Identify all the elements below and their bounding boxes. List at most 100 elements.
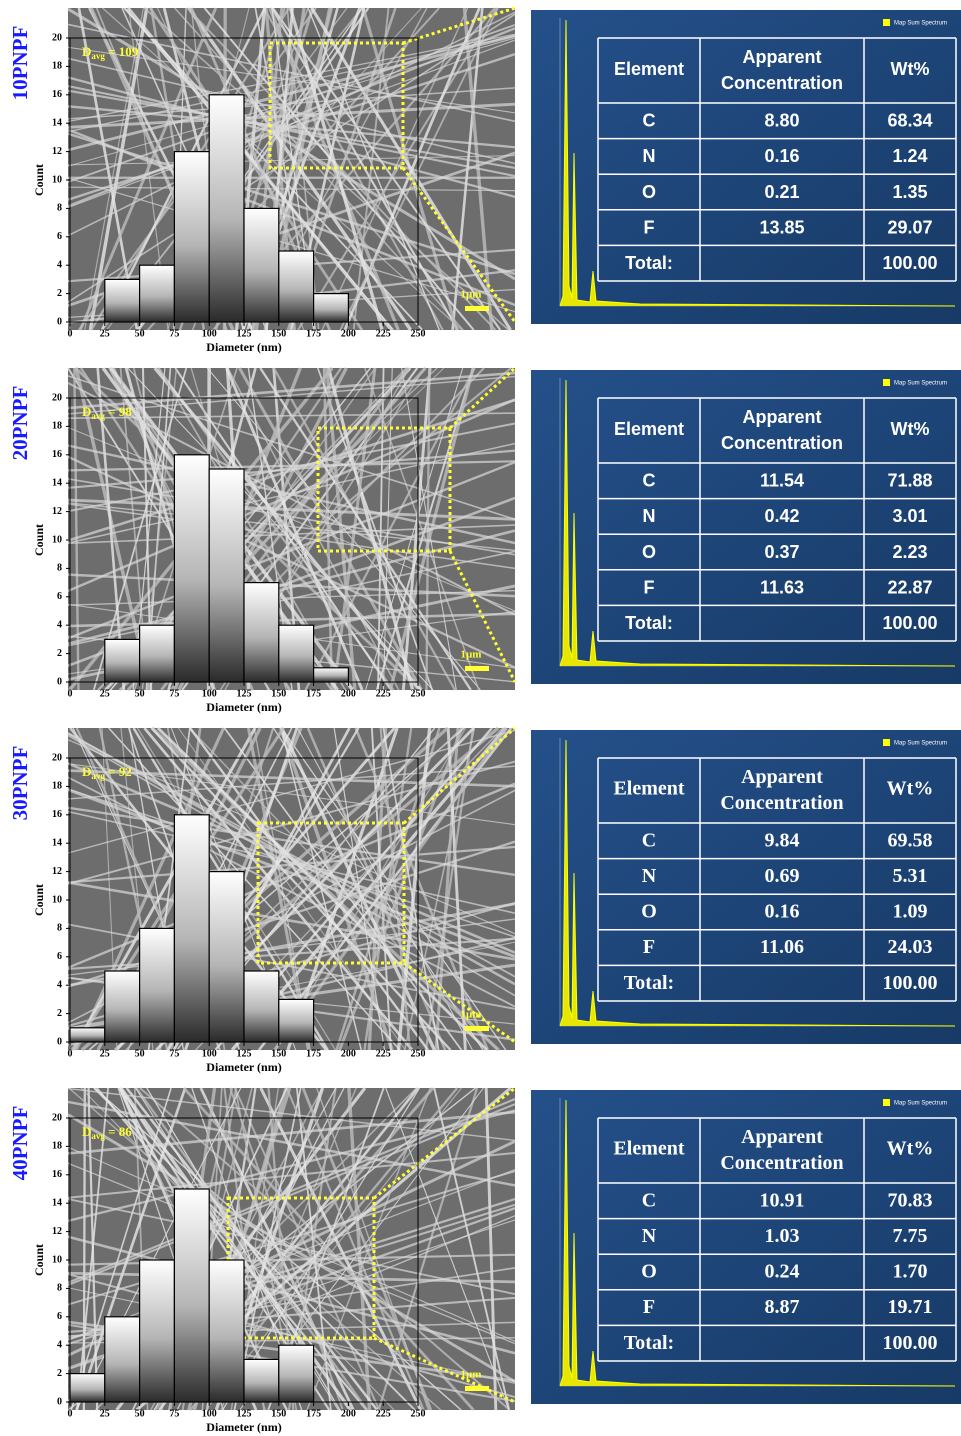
table-cell: N bbox=[642, 865, 657, 887]
panel-label: 20PNPF bbox=[8, 386, 32, 461]
y-tick-label: 10 bbox=[52, 534, 62, 545]
bar bbox=[140, 1260, 175, 1402]
x-tick-label: 0 bbox=[68, 1408, 73, 1419]
y-tick-label: 8 bbox=[57, 563, 62, 574]
table-cell: 0.42 bbox=[764, 506, 799, 526]
x-tick-label: 100 bbox=[202, 1048, 217, 1059]
panel-label: 30PNPF bbox=[8, 746, 32, 821]
table-cell: O bbox=[641, 1261, 657, 1283]
y-tick-label: 10 bbox=[52, 1254, 62, 1265]
y-tick-label: 2 bbox=[57, 648, 62, 659]
y-tick-label: 20 bbox=[52, 392, 62, 403]
bar bbox=[314, 294, 349, 322]
annotation-rest: = 109 bbox=[105, 44, 139, 59]
table-cell: 3.01 bbox=[892, 506, 927, 526]
x-tick-label: 175 bbox=[306, 1408, 321, 1419]
table-cell: 71.88 bbox=[887, 471, 932, 491]
bar bbox=[174, 152, 209, 322]
bar bbox=[140, 928, 175, 1042]
table-cell: 0.16 bbox=[764, 146, 799, 166]
annotation: Davg = 92 bbox=[82, 764, 132, 781]
y-tick-label: 20 bbox=[52, 752, 62, 763]
x-axis-title: Diameter (nm) bbox=[206, 1060, 281, 1074]
y-tick-label: 18 bbox=[52, 421, 62, 432]
x-tick-label: 200 bbox=[341, 1408, 356, 1419]
x-tick-label: 250 bbox=[411, 328, 426, 339]
table-cell: 0.21 bbox=[764, 182, 799, 202]
x-tick-label: 125 bbox=[237, 1408, 252, 1419]
x-tick-label: 0 bbox=[68, 1048, 73, 1059]
x-tick-label: 50 bbox=[135, 328, 145, 339]
y-tick-label: 4 bbox=[57, 259, 62, 270]
table-cell: 13.85 bbox=[759, 217, 804, 237]
annotation-sub: avg bbox=[91, 1131, 105, 1141]
table-cell: N bbox=[643, 146, 656, 166]
scale-bar-label: 1μm bbox=[461, 649, 482, 661]
y-axis-title: Count bbox=[32, 1244, 46, 1276]
y-tick-label: 16 bbox=[52, 89, 62, 100]
y-tick-label: 6 bbox=[57, 591, 62, 602]
y-axis-title: Count bbox=[32, 884, 46, 916]
bar bbox=[105, 971, 140, 1042]
x-tick-label: 225 bbox=[376, 688, 391, 699]
bar bbox=[70, 1374, 105, 1402]
y-tick-label: 8 bbox=[57, 923, 62, 934]
y-tick-label: 12 bbox=[52, 146, 62, 157]
x-tick-label: 50 bbox=[135, 688, 145, 699]
table-cell: 0.37 bbox=[764, 542, 799, 562]
table-cell: 1.03 bbox=[765, 1225, 800, 1247]
table-cell: F bbox=[644, 217, 655, 237]
y-tick-label: 18 bbox=[52, 781, 62, 792]
table-cell: 1.09 bbox=[893, 901, 928, 923]
x-tick-label: 150 bbox=[271, 688, 286, 699]
y-tick-label: 4 bbox=[57, 979, 62, 990]
y-tick-label: 0 bbox=[57, 1396, 62, 1407]
x-tick-label: 125 bbox=[237, 328, 252, 339]
x-tick-label: 75 bbox=[169, 688, 179, 699]
table-cell: N bbox=[643, 506, 656, 526]
annotation: Davg = 98 bbox=[82, 404, 132, 421]
y-tick-label: 12 bbox=[52, 1226, 62, 1237]
legend-label: Map Sum Spectrum bbox=[894, 1101, 947, 1107]
x-tick-label: 250 bbox=[411, 688, 426, 699]
x-tick-label: 75 bbox=[169, 1408, 179, 1419]
y-axis-title: Count bbox=[32, 524, 46, 556]
table-cell: 0.69 bbox=[765, 865, 800, 887]
table-cell: 1.24 bbox=[892, 146, 927, 166]
bar bbox=[70, 1028, 105, 1042]
x-tick-label: 0 bbox=[68, 688, 73, 699]
y-tick-label: 20 bbox=[52, 1112, 62, 1123]
bar bbox=[279, 251, 314, 322]
table-cell: O bbox=[641, 901, 657, 923]
scale-bar bbox=[465, 1386, 489, 1391]
x-tick-label: 50 bbox=[135, 1048, 145, 1059]
x-tick-label: 25 bbox=[100, 1048, 110, 1059]
table-cell: 29.07 bbox=[887, 217, 932, 237]
y-tick-label: 4 bbox=[57, 619, 62, 630]
x-tick-label: 25 bbox=[100, 328, 110, 339]
table-total-value: 100.00 bbox=[882, 253, 937, 273]
legend-label: Map Sum Spectrum bbox=[894, 741, 947, 747]
table-cell: 68.34 bbox=[887, 111, 932, 131]
scale-bar-label: 1μm bbox=[461, 289, 482, 301]
y-tick-label: 16 bbox=[52, 1169, 62, 1180]
x-tick-label: 75 bbox=[169, 328, 179, 339]
table-total-value: 100.00 bbox=[883, 1332, 938, 1354]
y-tick-label: 0 bbox=[57, 316, 62, 327]
table-total-label: Total: bbox=[625, 253, 673, 273]
table-total-label: Total: bbox=[625, 613, 673, 633]
y-tick-label: 12 bbox=[52, 506, 62, 517]
x-tick-label: 100 bbox=[202, 688, 217, 699]
annotation-rest: = 92 bbox=[105, 764, 132, 779]
table-cell: 19.71 bbox=[888, 1296, 933, 1318]
table-total-label: Total: bbox=[624, 972, 674, 994]
bar bbox=[209, 469, 244, 682]
y-tick-label: 6 bbox=[57, 951, 62, 962]
panel-label: 10PNPF bbox=[8, 26, 32, 101]
table-cell: 0.24 bbox=[765, 1261, 800, 1283]
table-cell: 9.84 bbox=[765, 829, 800, 851]
table-cell: O bbox=[642, 542, 656, 562]
table-cell: 8.80 bbox=[764, 111, 799, 131]
bar bbox=[105, 639, 140, 682]
bar bbox=[314, 668, 349, 682]
